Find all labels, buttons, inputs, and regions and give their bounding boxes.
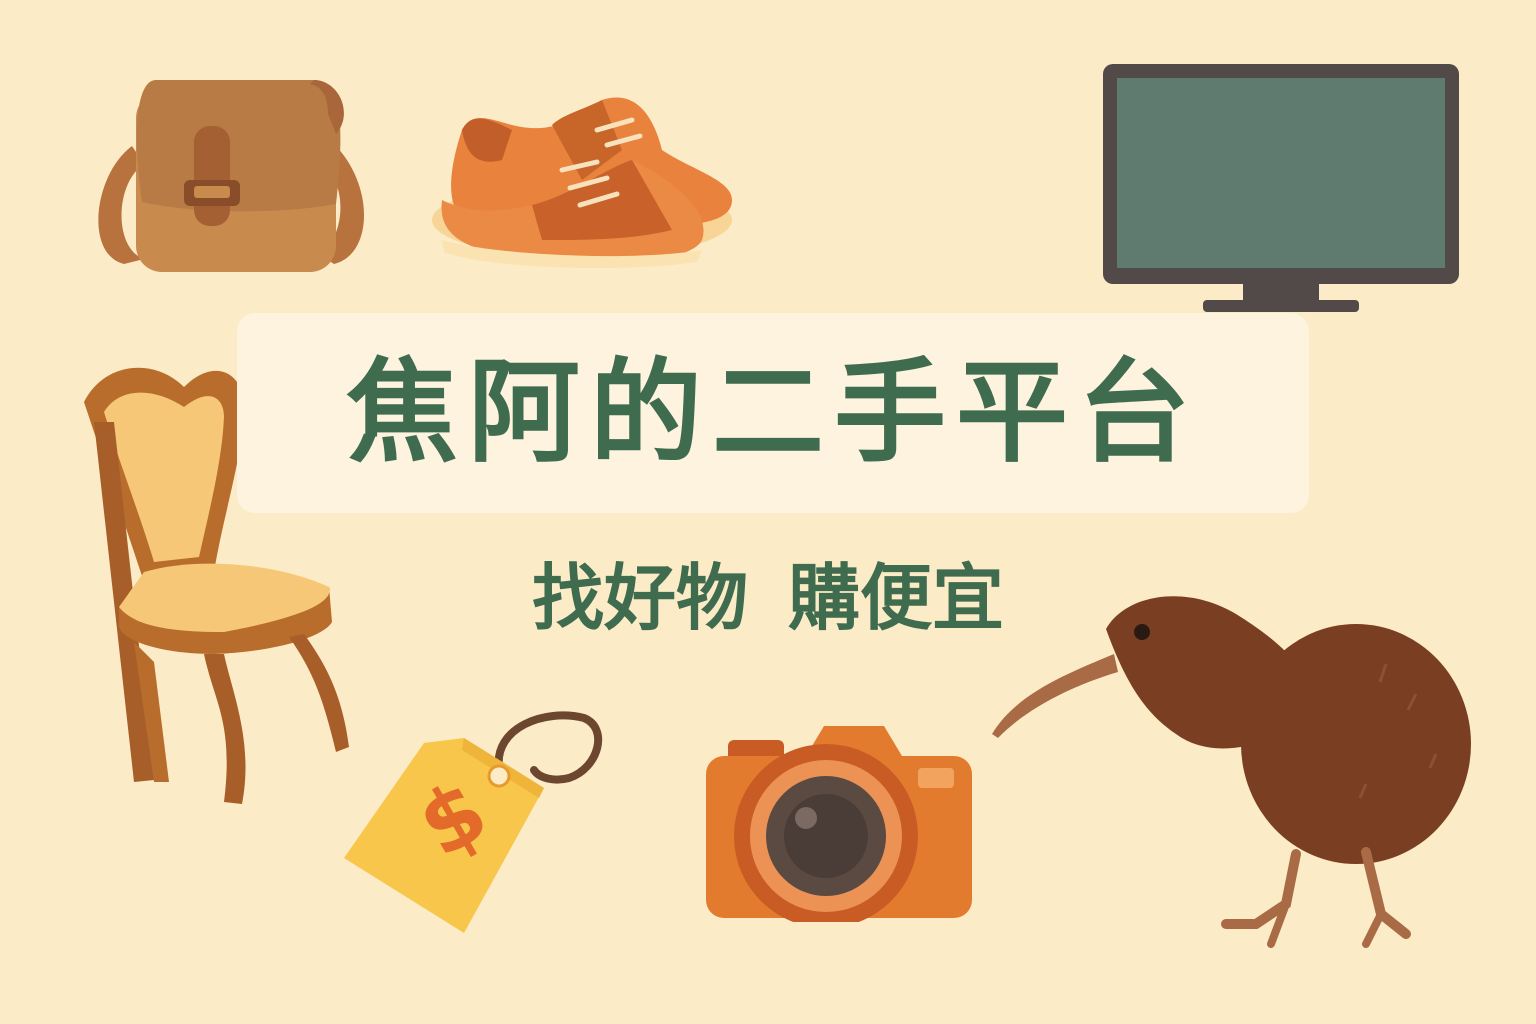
chair-icon [84,367,349,804]
tv-icon [1103,64,1459,312]
kiwi-bird-icon [992,596,1471,948]
page-title: 焦阿的二手平台 [346,348,1200,478]
bag-icon [98,80,364,272]
camera-icon [706,726,972,922]
tagline-find-goods: 找好物 [531,556,748,640]
sneakers-icon [432,97,732,268]
price-tag-icon: $ [344,711,603,933]
tagline: 找好物 購便宜 [0,562,1536,634]
tagline-buy-cheap: 購便宜 [788,556,1005,640]
title-card: 焦阿的二手平台 [237,313,1309,513]
